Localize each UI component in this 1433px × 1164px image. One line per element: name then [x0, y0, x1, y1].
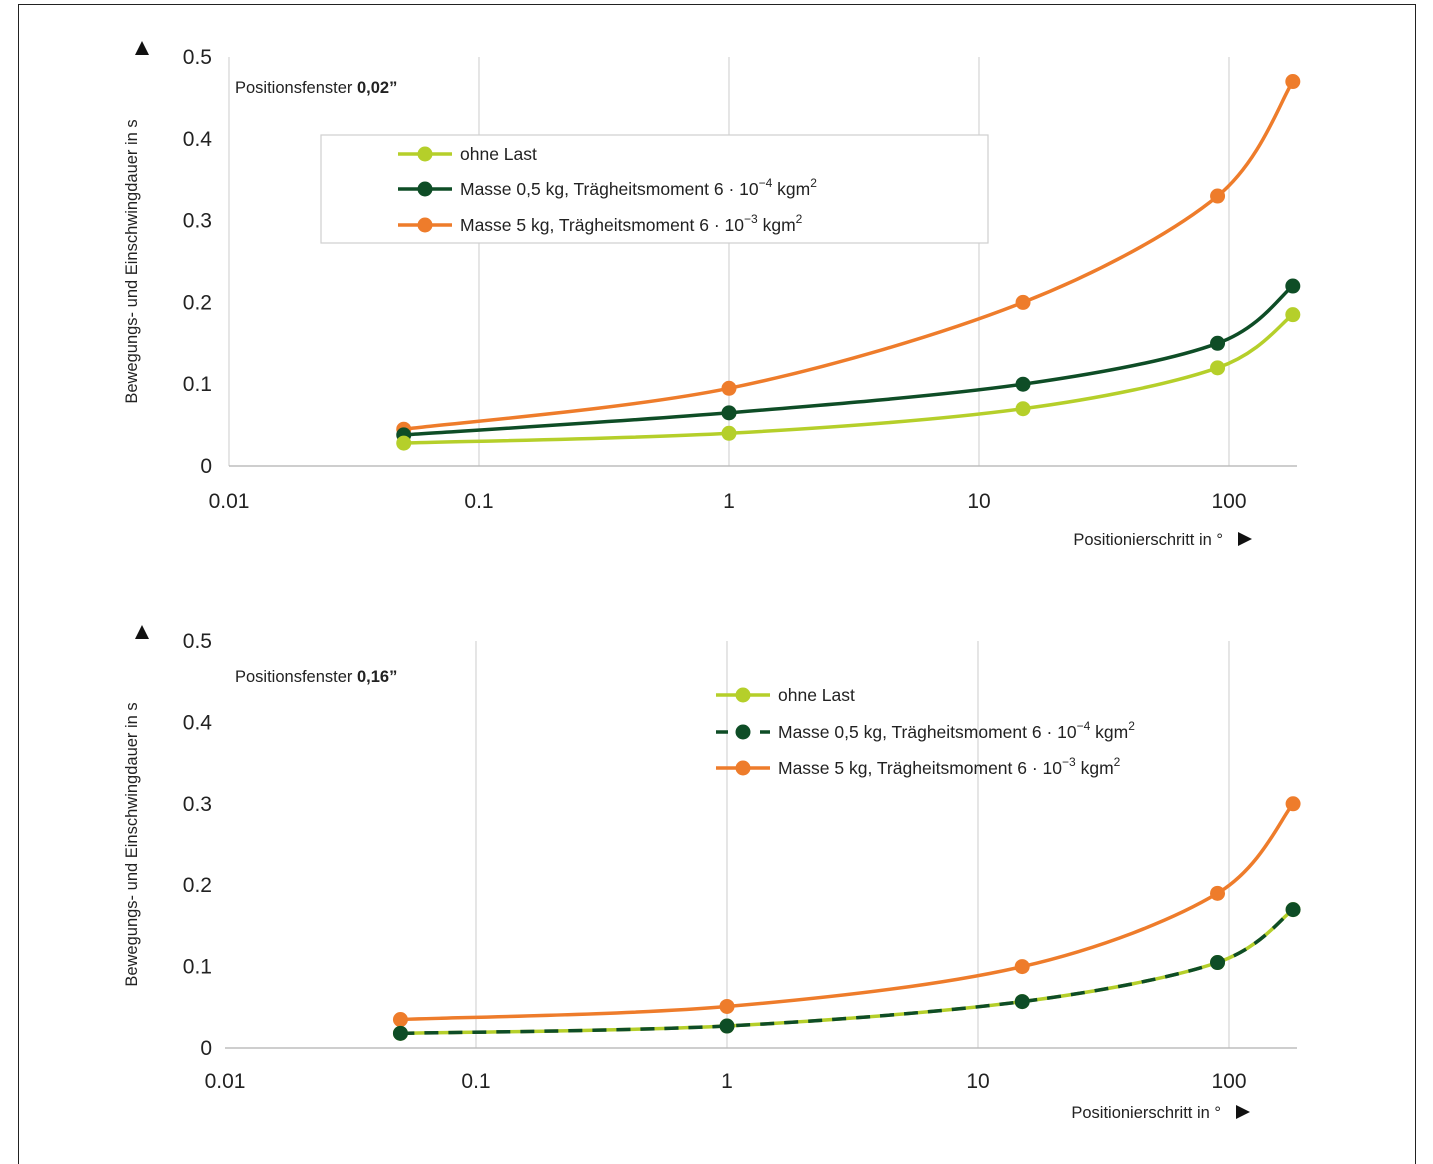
legend: ohne Last Masse 0,5 kg, Trägheitsmoment 6… [716, 685, 1135, 778]
x-tick-label: 0.1 [464, 490, 493, 513]
series-3 [396, 74, 1301, 437]
x-tick-label: 100 [1211, 490, 1246, 513]
legend-label: Masse 0,5 kg, Trägheitsmoment 6 · 10−4 k… [778, 719, 1135, 742]
data-point [1014, 994, 1030, 1010]
x-tick-label: 10 [967, 490, 990, 513]
y-axis-label: Bewegungs- und Einschwingdauer in s [123, 702, 141, 986]
x-tick-label: 0.01 [209, 490, 250, 513]
legend-label: ohne Last [460, 144, 537, 164]
data-point [1015, 294, 1031, 310]
x-tick-label: 1 [723, 490, 735, 513]
data-point [1210, 360, 1226, 376]
legend-swatch-marker [417, 146, 433, 162]
data-point [721, 380, 737, 396]
legend-swatch-marker [417, 181, 433, 197]
data-point [1210, 885, 1226, 901]
data-point [721, 405, 737, 421]
positionsfenster-note: Positionsfenster 0,02” [235, 79, 397, 97]
data-point [1210, 335, 1226, 351]
series-3 [392, 796, 1301, 1028]
y-tick-label: 0.4 [183, 128, 213, 151]
x-axis-label: Positionierschritt in ° [1071, 1104, 1221, 1122]
data-point [1015, 376, 1031, 392]
x-tick-label: 0.1 [461, 1070, 490, 1093]
data-point [1210, 188, 1226, 204]
series-1 [396, 307, 1301, 451]
chart-2: 0 0.1 0.2 0.3 0.4 0.5 0.01 0.1 1 10 100 Bewegungs- … [123, 625, 1301, 1122]
data-point [1210, 955, 1226, 971]
data-point [392, 1025, 408, 1041]
legend: ohne Last Masse 0,5 kg, Trägheitsmoment 6… [320, 134, 989, 244]
y-axis-label: Bewegungs- und Einschwingdauer in s [123, 119, 141, 403]
x-tick-label: 10 [966, 1070, 989, 1093]
y-axis-arrow-icon [135, 41, 149, 55]
data-point [1285, 74, 1301, 90]
y-tick-label: 0.1 [183, 373, 212, 396]
legend-swatch-marker [417, 217, 433, 233]
legend-swatch-marker [735, 724, 751, 740]
page-frame [18, 4, 1416, 1164]
y-tick-label: 0 [200, 455, 212, 478]
x-axis-label: Positionierschritt in ° [1073, 531, 1223, 549]
y-tick-label: 0.5 [183, 630, 212, 653]
data-point [719, 998, 735, 1014]
series-line [403, 313, 1294, 445]
y-axis-arrow-icon [135, 625, 149, 639]
data-point [392, 1012, 408, 1028]
x-axis-arrow-icon [1236, 1105, 1250, 1119]
data-point [396, 435, 412, 451]
series-line [400, 802, 1295, 1022]
x-axis-arrow-icon [1238, 532, 1252, 546]
y-tick-label: 0.5 [183, 46, 212, 69]
y-tick-label: 0 [200, 1037, 212, 1060]
legend-label: Masse 5 kg, Trägheitsmoment 6 · 10−3 kgm… [778, 755, 1121, 778]
x-tick-label: 100 [1211, 1070, 1246, 1093]
positionsfenster-note: Positionsfenster 0,16” [235, 668, 397, 686]
y-tick-label: 0.2 [183, 291, 212, 314]
y-tick-label: 0.2 [183, 874, 212, 897]
legend-label: Masse 5 kg, Trägheitsmoment 6 · 10−3 kgm… [460, 212, 803, 235]
legend-swatch-marker [735, 687, 751, 703]
series-2 [392, 902, 1301, 1041]
series-2 [396, 278, 1301, 443]
data-point [1285, 278, 1301, 294]
y-tick-label: 0.4 [183, 711, 213, 734]
legend-label: Masse 0,5 kg, Trägheitsmoment 6 · 10−4 k… [460, 176, 817, 199]
y-tick-label: 0.3 [183, 210, 212, 233]
data-point [1014, 959, 1030, 975]
legend-swatch-marker [735, 760, 751, 776]
data-point [1285, 307, 1301, 323]
data-point [719, 1018, 735, 1034]
chart-1: 0 0.1 0.2 0.3 0.4 0.5 0.01 0.1 1 10 100 Bewegungs- … [123, 41, 1301, 549]
legend-label: ohne Last [778, 685, 855, 705]
series-line [403, 80, 1295, 431]
x-tick-label: 0.01 [205, 1070, 246, 1093]
x-tick-label: 1 [721, 1070, 733, 1093]
series-1 [392, 902, 1301, 1041]
data-point [1015, 401, 1031, 417]
data-point [1285, 902, 1301, 918]
data-point [1285, 796, 1301, 812]
y-tick-label: 0.1 [183, 956, 212, 979]
data-point [721, 425, 737, 441]
y-tick-label: 0.3 [183, 793, 212, 816]
